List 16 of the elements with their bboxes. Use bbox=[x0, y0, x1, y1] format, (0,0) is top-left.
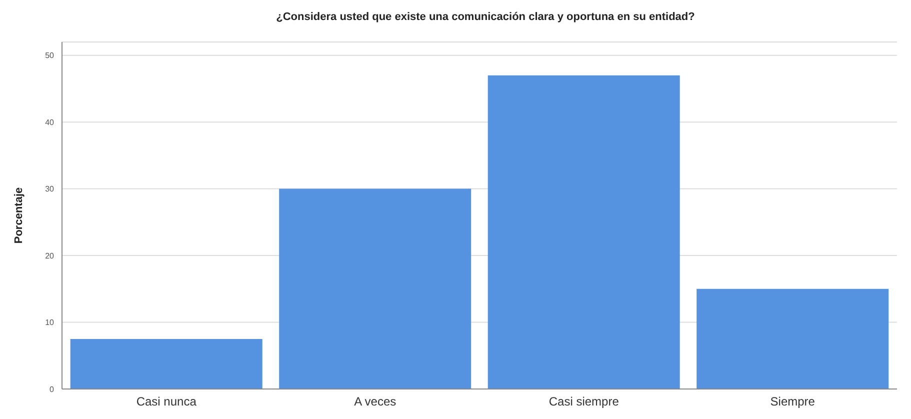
x-tick-label: Siempre bbox=[770, 394, 816, 409]
x-tick-label: Casi nunca bbox=[136, 394, 197, 409]
bar bbox=[70, 338, 262, 389]
y-tick-label: 50 bbox=[45, 51, 55, 60]
y-axis-title: Porcentaje bbox=[12, 187, 25, 244]
y-tick-label: 20 bbox=[45, 251, 55, 260]
y-tick-label: 0 bbox=[50, 384, 55, 394]
y-tick-label: 30 bbox=[45, 184, 55, 194]
bar bbox=[488, 75, 680, 389]
chart-title: ¿Considera usted que existe una comunicación clara y oportuna en su entidad? bbox=[275, 10, 696, 25]
x-tick-label: Casi siempre bbox=[548, 394, 620, 409]
x-tick-label: A veces bbox=[354, 394, 396, 409]
y-tick-label: 10 bbox=[45, 318, 55, 328]
bar bbox=[279, 188, 472, 389]
bar bbox=[696, 288, 889, 389]
y-tick-label: 40 bbox=[45, 118, 55, 127]
